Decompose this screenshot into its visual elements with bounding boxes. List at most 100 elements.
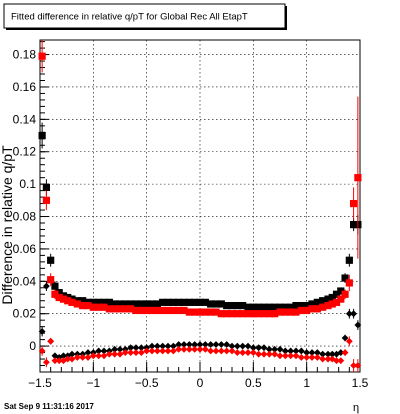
data-point [201, 341, 209, 348]
data-point [159, 342, 167, 350]
data-point [148, 342, 156, 350]
data-point [207, 347, 215, 355]
data-point [105, 350, 113, 358]
data-point [51, 352, 59, 360]
data-point [303, 354, 311, 361]
data-point [255, 350, 263, 358]
data-point [89, 298, 97, 306]
data-point [159, 306, 167, 315]
data-point [217, 310, 225, 318]
data-point [137, 306, 145, 315]
data-point [38, 328, 46, 335]
data-point [281, 352, 289, 360]
data-point [276, 308, 284, 316]
data-point [180, 306, 188, 315]
data-point [159, 347, 167, 355]
data-point [84, 354, 92, 361]
data-point [164, 347, 172, 355]
data-point [148, 300, 156, 308]
data-point [164, 306, 172, 315]
data-point [196, 341, 204, 348]
data-point [350, 199, 358, 208]
data-point [100, 352, 108, 360]
data-point [337, 357, 345, 365]
data-point [297, 354, 305, 361]
data-point [313, 354, 321, 361]
data-point [79, 354, 87, 361]
data-point [292, 347, 300, 355]
data-point [281, 347, 289, 355]
data-point [333, 350, 340, 358]
data-point [271, 303, 279, 311]
data-point [239, 349, 247, 356]
series-3 [38, 336, 362, 372]
data-point [111, 345, 119, 353]
data-point [244, 310, 252, 318]
data-point [239, 310, 247, 318]
data-point [239, 342, 247, 350]
data-point [68, 298, 76, 306]
data-point [271, 345, 279, 353]
data-point [164, 298, 172, 306]
data-point [38, 131, 46, 140]
data-point [249, 349, 257, 356]
data-point [169, 342, 177, 350]
data-point [265, 310, 273, 318]
data-layer [38, 40, 362, 372]
data-point [38, 347, 46, 355]
data-point [64, 355, 72, 363]
data-point [153, 306, 161, 315]
x-tick-label: 1 [303, 376, 310, 390]
data-point [350, 362, 357, 369]
data-point [313, 305, 321, 313]
data-point [354, 321, 362, 329]
data-point [84, 302, 92, 310]
data-point [43, 358, 50, 366]
data-point [324, 350, 332, 358]
data-point [47, 276, 55, 284]
data-point [38, 52, 46, 60]
data-point [175, 298, 183, 306]
data-point [228, 342, 236, 350]
y-tick-label: 0.16 [13, 80, 37, 94]
data-point [303, 302, 311, 310]
data-point [354, 174, 362, 182]
data-point [201, 298, 209, 306]
data-point [51, 357, 59, 365]
data-point [265, 303, 273, 311]
data-point [244, 303, 252, 311]
data-point [143, 300, 151, 308]
y-tick-label: 0.1 [19, 177, 36, 191]
data-point [169, 347, 177, 355]
data-point [196, 345, 204, 353]
data-point [350, 221, 358, 229]
data-point [175, 306, 183, 315]
y-tick-label: 0.14 [13, 112, 37, 126]
data-point [180, 341, 188, 348]
data-point [137, 300, 145, 308]
data-point [105, 305, 113, 313]
x-tick-label: −0.5 [135, 376, 159, 390]
title-shadow-right [285, 6, 287, 30]
title-frame [3, 3, 286, 29]
data-point [233, 310, 241, 318]
data-point [332, 298, 341, 306]
data-point [73, 354, 81, 361]
data-point [319, 297, 327, 305]
data-point [207, 341, 215, 348]
data-point [333, 357, 340, 365]
title-box: Fitted difference in relative q/pT for G… [3, 3, 287, 30]
data-point [308, 300, 316, 308]
data-point [159, 298, 167, 306]
data-point [313, 298, 321, 306]
data-point [148, 347, 156, 355]
data-point [47, 337, 55, 345]
data-point [207, 300, 215, 308]
data-point [319, 303, 327, 311]
data-point [255, 310, 263, 318]
data-point [153, 347, 161, 355]
data-point [153, 342, 161, 350]
series-1 [38, 40, 362, 318]
data-point [255, 344, 263, 352]
